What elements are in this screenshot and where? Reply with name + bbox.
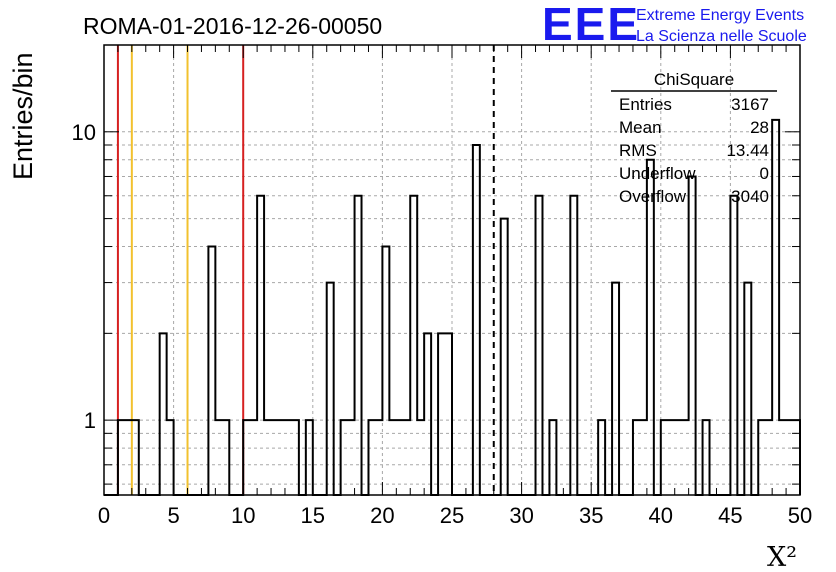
stats-label: Entries — [619, 95, 672, 114]
x-tick-label: 10 — [231, 503, 255, 528]
x-axis-label: X² — [767, 542, 797, 572]
x-tick-label: 0 — [98, 503, 110, 528]
x-tick-label: 45 — [718, 503, 742, 528]
y-axis-label: Entries/bin — [8, 52, 38, 180]
stats-label: Mean — [619, 118, 662, 137]
stats-title: ChiSquare — [654, 70, 734, 89]
x-tick-label: 50 — [788, 503, 812, 528]
x-tick-label: 30 — [509, 503, 533, 528]
stats-value: 3167 — [731, 95, 769, 114]
eee-logo: EEE Extreme Energy Events La Scienza nel… — [542, 0, 807, 50]
x-tick-label: 15 — [301, 503, 325, 528]
stats-rows: Entries 3167 Mean 28 RMS 13.44 Underflow 0 Overf… — [619, 95, 769, 206]
x-tick-label: 25 — [440, 503, 464, 528]
x-tick-label: 5 — [167, 503, 179, 528]
chart-title: ROMA-01-2016-12-26-00050 — [83, 13, 382, 39]
stats-value: 3040 — [731, 187, 769, 206]
logo-line-1: Extreme Energy Events — [636, 7, 804, 24]
stats-box: ChiSquare Entries 3167 Mean 28 RMS 13.44 Under… — [611, 70, 777, 206]
stats-label: Underflow — [619, 164, 696, 183]
y-axis-ticks: 1 10 — [72, 44, 800, 485]
y-tick-label: 10 — [72, 120, 96, 145]
stats-value: 13.44 — [726, 141, 769, 160]
x-tick-label: 35 — [579, 503, 603, 528]
stats-label: RMS — [619, 141, 657, 160]
logo-mark: EEE — [542, 0, 640, 50]
stats-value: 28 — [750, 118, 769, 137]
stats-label: Overflow — [619, 187, 687, 206]
stats-value: 0 — [760, 164, 769, 183]
x-axis-ticks: 0 5 10 15 20 25 30 35 40 45 50 — [98, 45, 812, 528]
y-tick-label: 1 — [84, 408, 96, 433]
logo-line-2: La Scienza nelle Scuole — [636, 28, 807, 45]
x-tick-label: 40 — [649, 503, 673, 528]
x-tick-label: 20 — [370, 503, 394, 528]
